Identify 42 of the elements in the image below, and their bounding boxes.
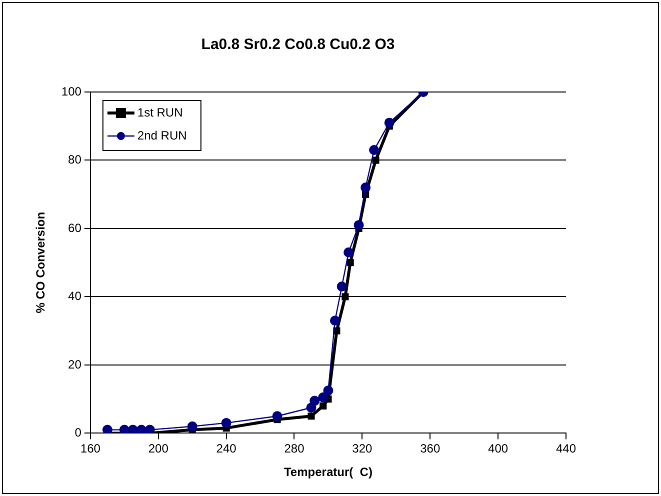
point — [330, 316, 340, 326]
legend-label: 1st RUN — [137, 105, 183, 120]
y-axis-title: % CO Conversion — [34, 212, 48, 314]
point — [346, 259, 354, 266]
x-tick-label: 280 — [284, 442, 305, 456]
point — [354, 220, 364, 230]
y-tick-label: 40 — [68, 289, 82, 304]
point — [221, 418, 232, 428]
y-tick-label: 0 — [74, 426, 82, 440]
point — [344, 247, 354, 258]
point — [310, 396, 320, 406]
x-tick-label: 320 — [352, 442, 373, 456]
point — [320, 402, 327, 410]
point — [372, 156, 380, 164]
point — [360, 182, 371, 193]
point — [323, 386, 334, 396]
point — [369, 145, 380, 156]
y-tick-label: 100 — [61, 84, 82, 98]
y-tick-label: 60 — [68, 220, 82, 235]
x-axis-title: Temperatur( C) — [284, 465, 372, 480]
x-tick-label: 160 — [80, 442, 101, 456]
point — [102, 424, 112, 434]
point — [119, 424, 130, 434]
x-tick-label: 240 — [216, 442, 237, 456]
point — [144, 424, 155, 434]
x-tick-label: 200 — [148, 442, 169, 456]
point — [272, 411, 282, 422]
point — [384, 118, 394, 128]
point — [342, 293, 349, 300]
x-tick-label: 360 — [420, 442, 440, 456]
point — [128, 424, 138, 434]
point — [187, 421, 198, 432]
legend-label: 2nd RUN — [137, 128, 187, 142]
point — [318, 392, 328, 402]
point — [308, 412, 315, 420]
point — [336, 281, 347, 292]
point — [136, 424, 146, 434]
y-tick-label: 80 — [68, 152, 82, 167]
chart-title: La0.8 Sr0.2 Co0.8 Cu0.2 O3 — [201, 36, 395, 54]
y-tick-label: 20 — [68, 357, 82, 372]
x-tick-label: 440 — [556, 442, 576, 456]
x-tick-label: 400 — [488, 442, 508, 456]
